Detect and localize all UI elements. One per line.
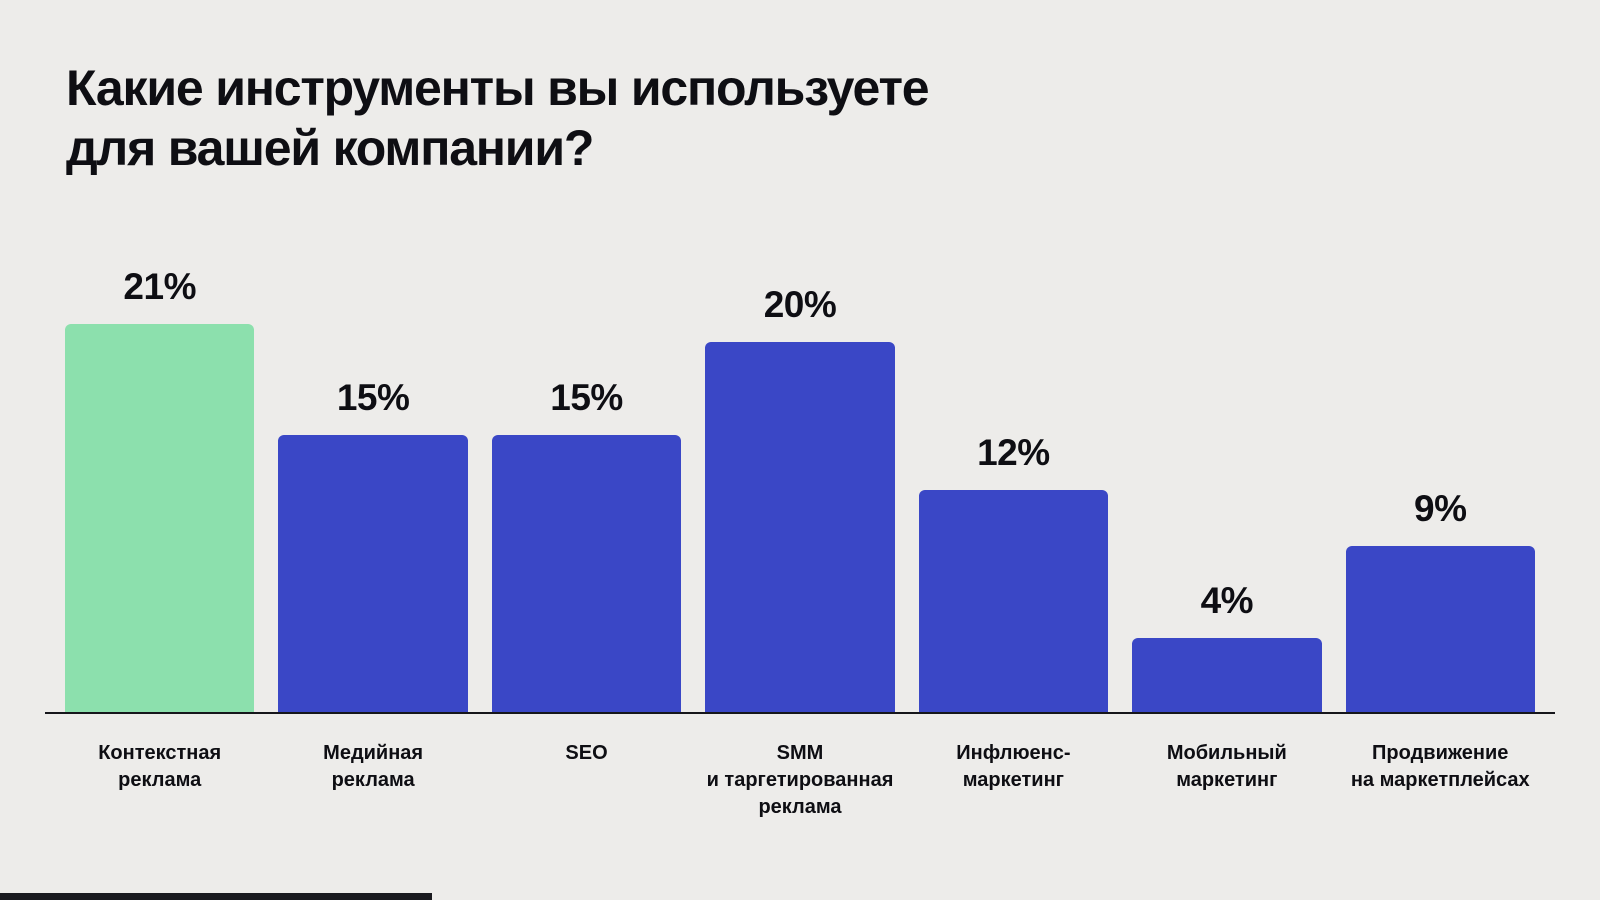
x-axis-baseline: [45, 712, 1555, 714]
bar: [918, 490, 1109, 712]
bar-column: 15%: [278, 377, 468, 712]
chart-title: Какие инструменты вы используете для ваш…: [66, 60, 930, 176]
bar-category-label: SMM и таргетированная реклама: [706, 742, 894, 818]
bar-chart: 21% 15% 15% 20% 12% 4% 9% Контекстная реклама М…: [45, 250, 1555, 821]
bar: [65, 324, 255, 712]
bar-category-label: Контекстная реклама: [98, 742, 222, 791]
bar-category-label: SEO: [565, 742, 608, 764]
footer-accent-bar: [0, 893, 432, 900]
bar: [1132, 638, 1322, 712]
bar-value-label: 15%: [550, 377, 623, 418]
bar-column: 15%: [491, 377, 682, 712]
bar-column: 12%: [918, 432, 1109, 712]
bar-value-label: 9%: [1414, 488, 1467, 529]
bar-category-label: Инфлюенс- маркетинг: [956, 742, 1071, 791]
bar-value-label: 21%: [123, 266, 196, 307]
bar-column: 4%: [1132, 580, 1322, 712]
bars-area: 21% 15% 15% 20% 12% 4% 9%: [45, 250, 1555, 712]
bar-category-label: Медийная реклама: [323, 742, 424, 791]
bar-column: 21%: [65, 266, 255, 712]
bar: [705, 342, 895, 712]
bar-category-label: Мобильный маркетинг: [1166, 742, 1287, 791]
bar-value-label: 4%: [1200, 580, 1254, 621]
bar: [278, 435, 468, 712]
bar-value-label: 20%: [763, 284, 837, 325]
bar: [1345, 546, 1535, 712]
bar-column: 9%: [1345, 488, 1535, 712]
bar-value-label: 15%: [336, 377, 410, 418]
bar-category-label: Продвижение на маркетплейсах: [1350, 742, 1530, 791]
category-labels-row: Контекстная реклама Медийная реклама SEO SM…: [45, 740, 1555, 821]
bar-column: 20%: [705, 284, 895, 712]
bar-value-label: 12%: [977, 432, 1050, 473]
bar: [491, 435, 682, 712]
